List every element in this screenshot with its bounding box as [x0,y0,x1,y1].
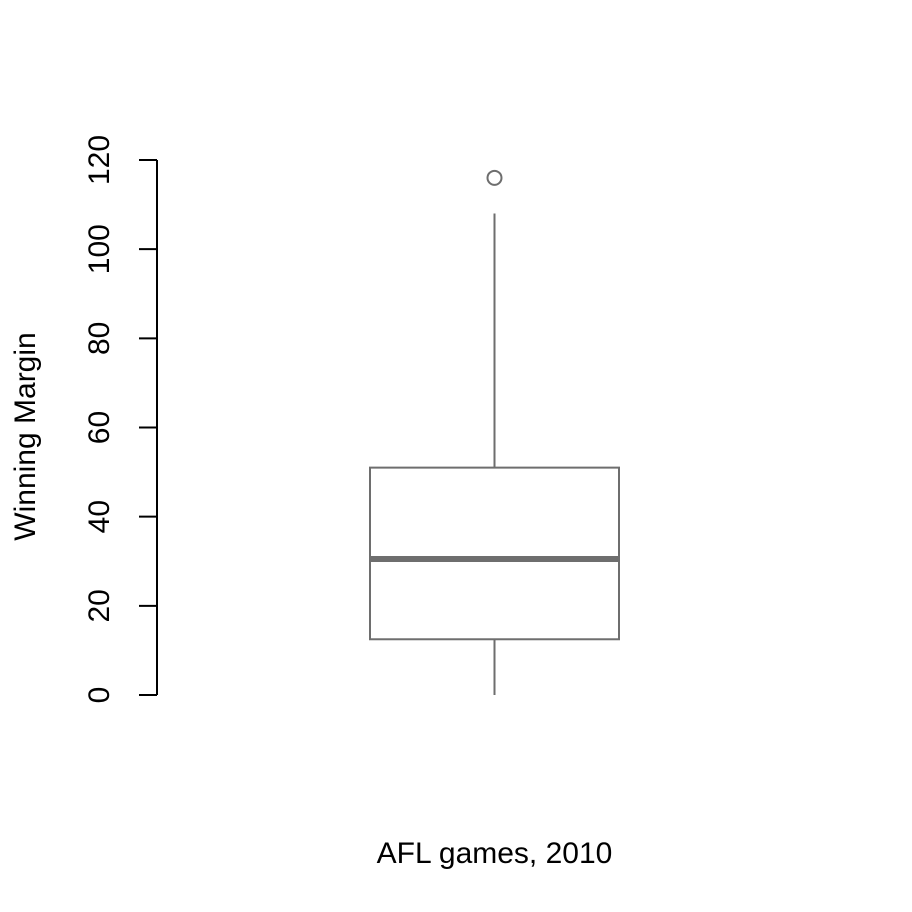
box-iqr [369,466,620,641]
y-tick-label: 120 [83,135,116,185]
y-tick-label: 80 [83,322,116,355]
y-tick-label: 100 [83,224,116,274]
y-tick-label: 60 [83,411,116,444]
y-axis-label: Winning Margin [9,332,42,540]
y-tick-label: 20 [83,589,116,622]
y-tick-label: 40 [83,500,116,533]
y-axis: 0 20 40 60 80 100 120 [83,135,158,704]
outlier-point [486,169,503,186]
y-tick-label: 0 [83,687,116,704]
box-plot [369,169,620,695]
x-axis-label: AFL games, 2010 [377,837,613,870]
